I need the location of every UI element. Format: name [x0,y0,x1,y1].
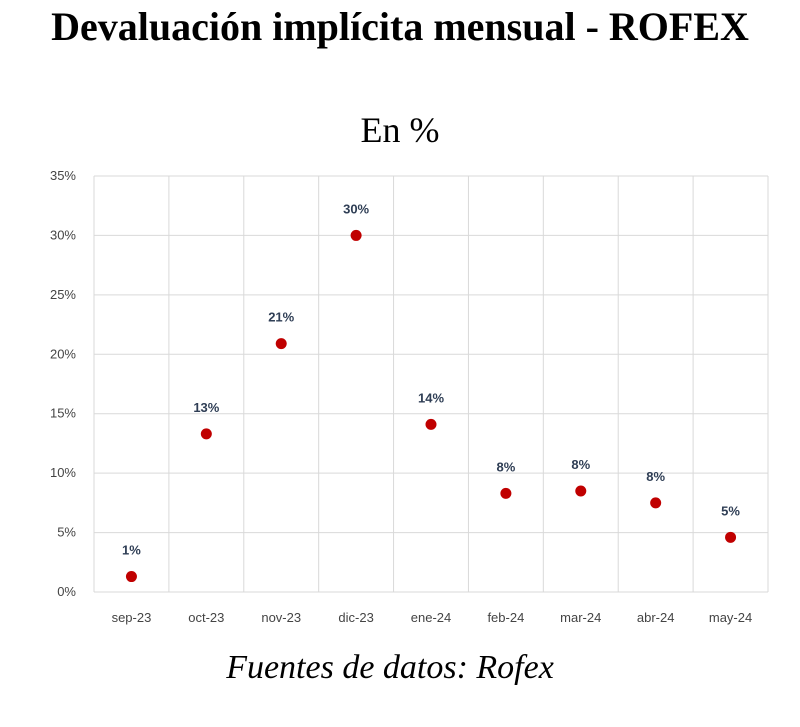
data-label: 5% [721,503,740,518]
data-label: 8% [496,459,515,474]
chart-plot: 0% 5% 10% 15% 20% 25% 30% 35% sep-23 oct-23 nov-23… [50,168,769,625]
data-source-footer: Fuentes de datos: Rofex [226,649,554,686]
data-label: 8% [571,457,590,472]
x-tick-label: oct-23 [188,610,224,625]
x-tick-label: nov-23 [261,610,301,625]
data-label: 30% [343,201,369,216]
x-tick-label: may-24 [709,610,752,625]
chart-subtitle: En % [360,110,440,150]
x-tick-label: dic-23 [338,610,373,625]
y-tick-label: 5% [57,525,76,540]
x-tick-label: sep-23 [112,610,152,625]
data-point [125,571,137,583]
data-label: 13% [193,400,219,415]
y-tick-label: 10% [50,465,76,480]
y-tick-label: 0% [57,584,76,599]
y-tick-label: 20% [50,346,76,361]
y-tick-label: 35% [50,168,76,183]
y-tick-label: 30% [50,227,76,242]
data-point [575,485,587,497]
y-tick-label: 15% [50,406,76,421]
x-tick-label: mar-24 [560,610,601,625]
data-point [350,229,362,241]
data-label: 21% [268,310,294,325]
data-point [275,338,287,350]
data-point [425,418,437,430]
data-label: 14% [418,390,444,405]
x-tick-label: abr-24 [637,610,675,625]
data-point [650,497,662,509]
data-point [500,487,512,499]
x-tick-label: feb-24 [487,610,524,625]
x-tick-label: ene-24 [411,610,451,625]
data-point [200,428,212,440]
y-tick-label: 25% [50,287,76,302]
data-point [725,531,737,543]
data-label: 1% [122,543,141,558]
data-label: 8% [646,469,665,484]
chart-title: Devaluación implícita mensual - ROFEX [51,4,749,49]
